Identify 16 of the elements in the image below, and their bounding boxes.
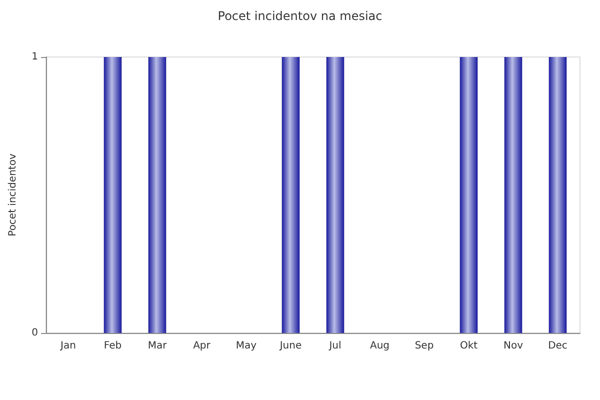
- y-tick-label: 0: [32, 328, 38, 338]
- x-tick-label: Sep: [414, 340, 434, 352]
- x-tick-label: Apr: [193, 340, 212, 352]
- x-tick-label: Feb: [104, 340, 122, 352]
- x-tick-label: Aug: [370, 340, 390, 352]
- y-axis-title: Pocet incidentov: [8, 154, 18, 236]
- x-tick-label: Okt: [460, 340, 478, 352]
- x-tick-label: Mar: [148, 340, 168, 352]
- y-tick-label: 1: [32, 52, 38, 62]
- x-tick-label: June: [278, 340, 302, 352]
- x-tick-label: May: [236, 340, 257, 352]
- x-tick-label: Jul: [328, 340, 342, 352]
- x-tick-label: Jan: [60, 340, 76, 352]
- x-tick-label: Dec: [548, 340, 568, 352]
- x-tick-label: Nov: [503, 340, 524, 352]
- chart-title: Pocet incidentov na mesiac: [218, 9, 382, 23]
